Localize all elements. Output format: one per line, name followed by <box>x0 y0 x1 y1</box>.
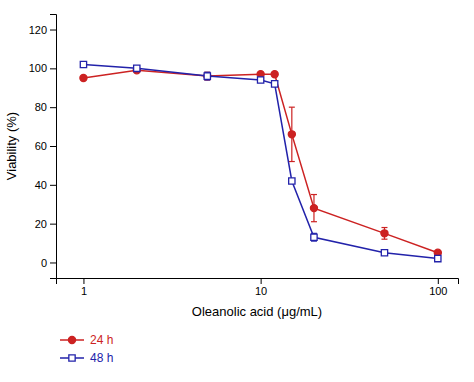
tick: 10 <box>255 278 267 297</box>
legend-marker <box>69 355 75 361</box>
legend-item: 24 h <box>60 333 113 347</box>
point <box>204 73 211 80</box>
legend-label: 48 h <box>90 351 113 365</box>
point <box>271 81 277 87</box>
error-cap <box>381 239 387 240</box>
error-bar <box>204 72 210 80</box>
error-cap <box>311 194 317 195</box>
tick-mark <box>50 262 56 263</box>
point <box>381 230 388 237</box>
point <box>289 178 295 184</box>
point <box>80 74 87 81</box>
tick-label: 120 <box>29 24 47 36</box>
y-axis-title: Viability (%) <box>4 112 19 180</box>
tick-label: 1 <box>81 285 87 297</box>
tick-label: 0 <box>41 256 47 268</box>
point <box>435 255 441 261</box>
error-bar <box>381 228 387 240</box>
error-cap <box>311 221 317 222</box>
series <box>80 61 441 261</box>
chart: 1 10 100 0 20 40 60 80 100 120 Oleanolic acid (μg/… <box>0 0 474 382</box>
point <box>381 250 387 256</box>
point <box>288 131 295 138</box>
point <box>204 73 210 79</box>
point <box>134 65 140 71</box>
tick-mark <box>50 185 56 186</box>
point <box>271 71 278 78</box>
tick-label: 10 <box>255 285 267 297</box>
tick: 20 <box>35 218 56 230</box>
error-cap <box>381 227 387 228</box>
line <box>83 64 437 258</box>
tick-label: 40 <box>35 179 47 191</box>
tick-label: 20 <box>35 218 47 230</box>
tick-label: 80 <box>35 101 47 113</box>
tick-mark <box>50 146 56 147</box>
x-axis-title: Oleanolic acid (μg/mL) <box>192 304 322 319</box>
point <box>311 234 317 240</box>
tick-mark <box>50 30 56 31</box>
legend-label: 24 h <box>90 333 113 347</box>
x-axis: 1 10 100 <box>57 278 459 297</box>
tick-mark <box>50 107 56 108</box>
tick: 40 <box>35 179 56 191</box>
tick-mark <box>438 278 439 284</box>
tick-mark <box>50 224 56 225</box>
error-bar <box>204 72 210 80</box>
line <box>83 70 437 252</box>
plot: 1 10 100 0 20 40 60 80 100 120 Oleanolic acid (μg/… <box>4 15 459 320</box>
tick-label: 100 <box>429 285 447 297</box>
series <box>80 67 442 257</box>
error-cap <box>289 161 295 162</box>
axis-line <box>50 15 57 279</box>
legend-marker <box>68 336 75 343</box>
tick-mark <box>50 68 56 69</box>
legend-item: 48 h <box>60 351 113 365</box>
tick: 0 <box>41 256 56 268</box>
marks <box>80 61 442 261</box>
tick: 60 <box>35 140 56 152</box>
point <box>257 77 263 83</box>
point <box>310 205 317 212</box>
tick: 100 <box>429 278 447 297</box>
error-bar <box>311 233 317 241</box>
tick: 100 <box>29 62 56 74</box>
tick: 120 <box>29 24 56 36</box>
tick: 80 <box>35 101 56 113</box>
legend: 24 h 48 h <box>60 333 113 365</box>
error-bar <box>311 195 317 222</box>
y-axis: 0 20 40 60 80 100 120 <box>29 15 57 279</box>
tick-mark <box>83 278 84 284</box>
tick-label: 60 <box>35 140 47 152</box>
error-cap <box>289 107 295 108</box>
tick-mark <box>261 278 262 284</box>
tick-label: 100 <box>29 62 47 74</box>
error-bar <box>289 107 295 161</box>
axis-line <box>57 279 459 285</box>
tick: 1 <box>81 278 87 297</box>
point <box>80 61 86 67</box>
